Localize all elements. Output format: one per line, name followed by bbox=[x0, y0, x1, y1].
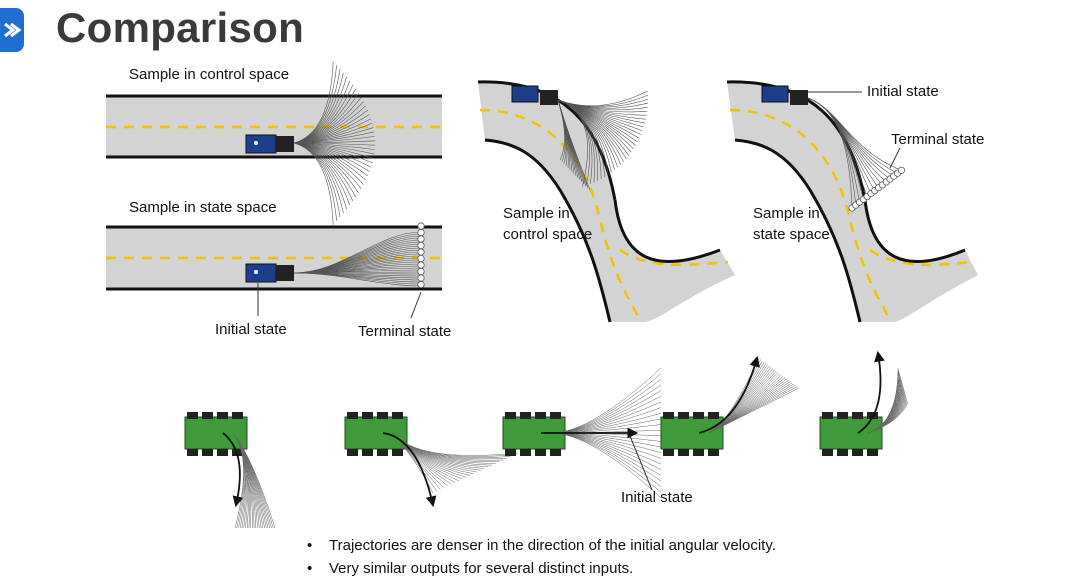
label-curve-state-1: Sample in bbox=[753, 205, 820, 222]
vehicle-icon bbox=[245, 263, 294, 283]
robot-icon bbox=[502, 412, 566, 456]
robot-icon bbox=[184, 412, 248, 456]
velocity-arrow bbox=[222, 432, 244, 508]
bullet-item: Trajectories are denser in the direction… bbox=[305, 534, 776, 557]
robot-trajectory-fan bbox=[867, 367, 909, 434]
terminal-state-marker bbox=[417, 248, 425, 256]
robot-icon bbox=[819, 412, 883, 456]
bullet-list: Trajectories are denser in the direction… bbox=[305, 534, 776, 580]
velocity-arrow bbox=[382, 432, 437, 508]
robot-trajectory-fan bbox=[392, 432, 519, 494]
label-curve-control-2: control space bbox=[503, 226, 593, 243]
label-terminal-state: Terminal state bbox=[358, 323, 452, 340]
bullet-item: Very similar outputs for several distinc… bbox=[305, 557, 776, 580]
terminal-state-marker bbox=[897, 166, 906, 174]
label-curve-initial: Initial state bbox=[867, 83, 939, 100]
trajectory-line bbox=[708, 387, 800, 434]
trajectory-line bbox=[557, 90, 648, 107]
trajectory-line bbox=[293, 142, 334, 225]
trajectory-line bbox=[550, 432, 662, 499]
terminal-state-marker bbox=[417, 235, 425, 243]
terminal-state-marker bbox=[417, 261, 425, 269]
vehicle-icon bbox=[761, 85, 808, 105]
trajectory-line bbox=[867, 402, 909, 434]
label-sample-state: Sample in state space bbox=[129, 199, 277, 216]
terminal-state-marker bbox=[417, 280, 425, 289]
trajectory-fan-curve-state bbox=[807, 97, 902, 209]
terminal-states-curve bbox=[848, 166, 906, 212]
terminal-state-marker bbox=[417, 254, 425, 263]
trajectory-fan-control bbox=[293, 61, 375, 225]
brand-logo-icon bbox=[4, 22, 22, 38]
trajectory-line bbox=[293, 272, 422, 287]
robot-trajectory-fan bbox=[232, 432, 276, 529]
straight-road-control bbox=[106, 61, 442, 225]
trajectory-line bbox=[557, 99, 588, 187]
label-robot-initial: Initial state bbox=[621, 489, 693, 506]
robot-trajectory-row bbox=[184, 350, 909, 529]
brand-logo bbox=[0, 8, 24, 52]
curved-road-control bbox=[477, 80, 735, 323]
label-initial-state: Initial state bbox=[215, 321, 287, 338]
straight-road-state bbox=[106, 222, 442, 319]
terminal-states bbox=[417, 222, 425, 289]
terminal-state-marker bbox=[417, 228, 425, 237]
terminal-state-marker bbox=[417, 222, 425, 230]
trajectory-line bbox=[550, 432, 662, 470]
robot-icon bbox=[344, 412, 408, 456]
label-curve-terminal: Terminal state bbox=[891, 131, 985, 148]
trajectory-line bbox=[550, 407, 662, 434]
trajectory-line bbox=[807, 97, 902, 171]
vehicle-icon bbox=[511, 85, 558, 105]
terminal-state-marker bbox=[417, 241, 425, 250]
velocity-arrow bbox=[857, 350, 885, 434]
trajectory-line bbox=[557, 99, 591, 191]
page-title: Comparison bbox=[56, 4, 305, 51]
trajectory-line bbox=[550, 396, 662, 434]
terminal-state-marker bbox=[417, 274, 425, 282]
robot-icon bbox=[660, 412, 724, 456]
curved-road-state bbox=[726, 80, 978, 323]
terminal-state-marker bbox=[417, 267, 425, 276]
trajectory-fan-state bbox=[293, 231, 422, 287]
trajectory-fan-curve-control bbox=[557, 90, 649, 191]
label-sample-control: Sample in control space bbox=[129, 66, 290, 83]
label-curve-control-1: Sample in bbox=[503, 205, 570, 222]
label-curve-state-2: state space bbox=[753, 226, 830, 243]
velocity-arrow bbox=[698, 355, 760, 434]
vehicle-icon bbox=[245, 134, 294, 154]
trajectory-line bbox=[550, 432, 662, 459]
trajectory-line bbox=[232, 432, 276, 529]
